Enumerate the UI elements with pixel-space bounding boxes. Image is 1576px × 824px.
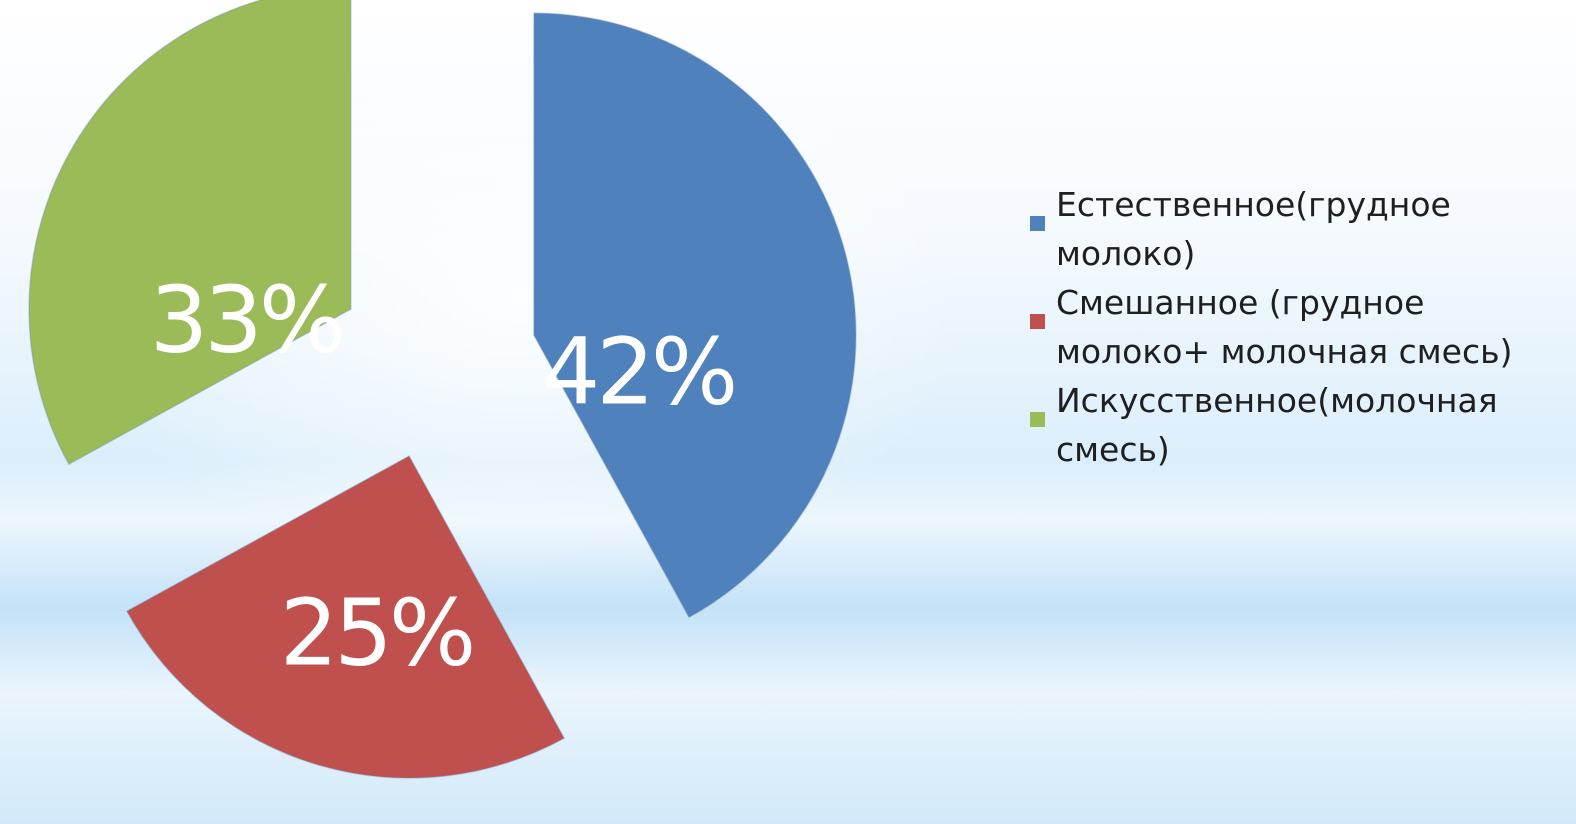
legend-item-natural: Естественное(грудное молоко) xyxy=(1030,180,1570,278)
pie-slice-mixed xyxy=(125,454,566,779)
legend: Естественное(грудное молоко) Смешанное (… xyxy=(1030,180,1570,474)
legend-label-artificial: Искусственное(молочная смесь) xyxy=(1056,381,1498,469)
legend-label-mixed: Смешанное (грудное молоко+ молочная смес… xyxy=(1056,283,1513,371)
data-label-artificial: 33% xyxy=(150,267,342,374)
legend-swatch-natural xyxy=(1030,216,1045,231)
legend-item-mixed: Смешанное (грудное молоко+ молочная смес… xyxy=(1030,278,1570,376)
data-label-mixed: 25% xyxy=(280,580,472,687)
legend-label-natural: Естественное(грудное молоко) xyxy=(1056,185,1451,273)
legend-swatch-mixed xyxy=(1030,314,1045,329)
pie-slice-natural xyxy=(533,12,857,619)
legend-item-artificial: Искусственное(молочная смесь) xyxy=(1030,376,1570,474)
legend-swatch-artificial xyxy=(1030,412,1045,427)
data-label-natural: 42% xyxy=(542,319,734,426)
pie-slice-artificial xyxy=(28,0,352,466)
